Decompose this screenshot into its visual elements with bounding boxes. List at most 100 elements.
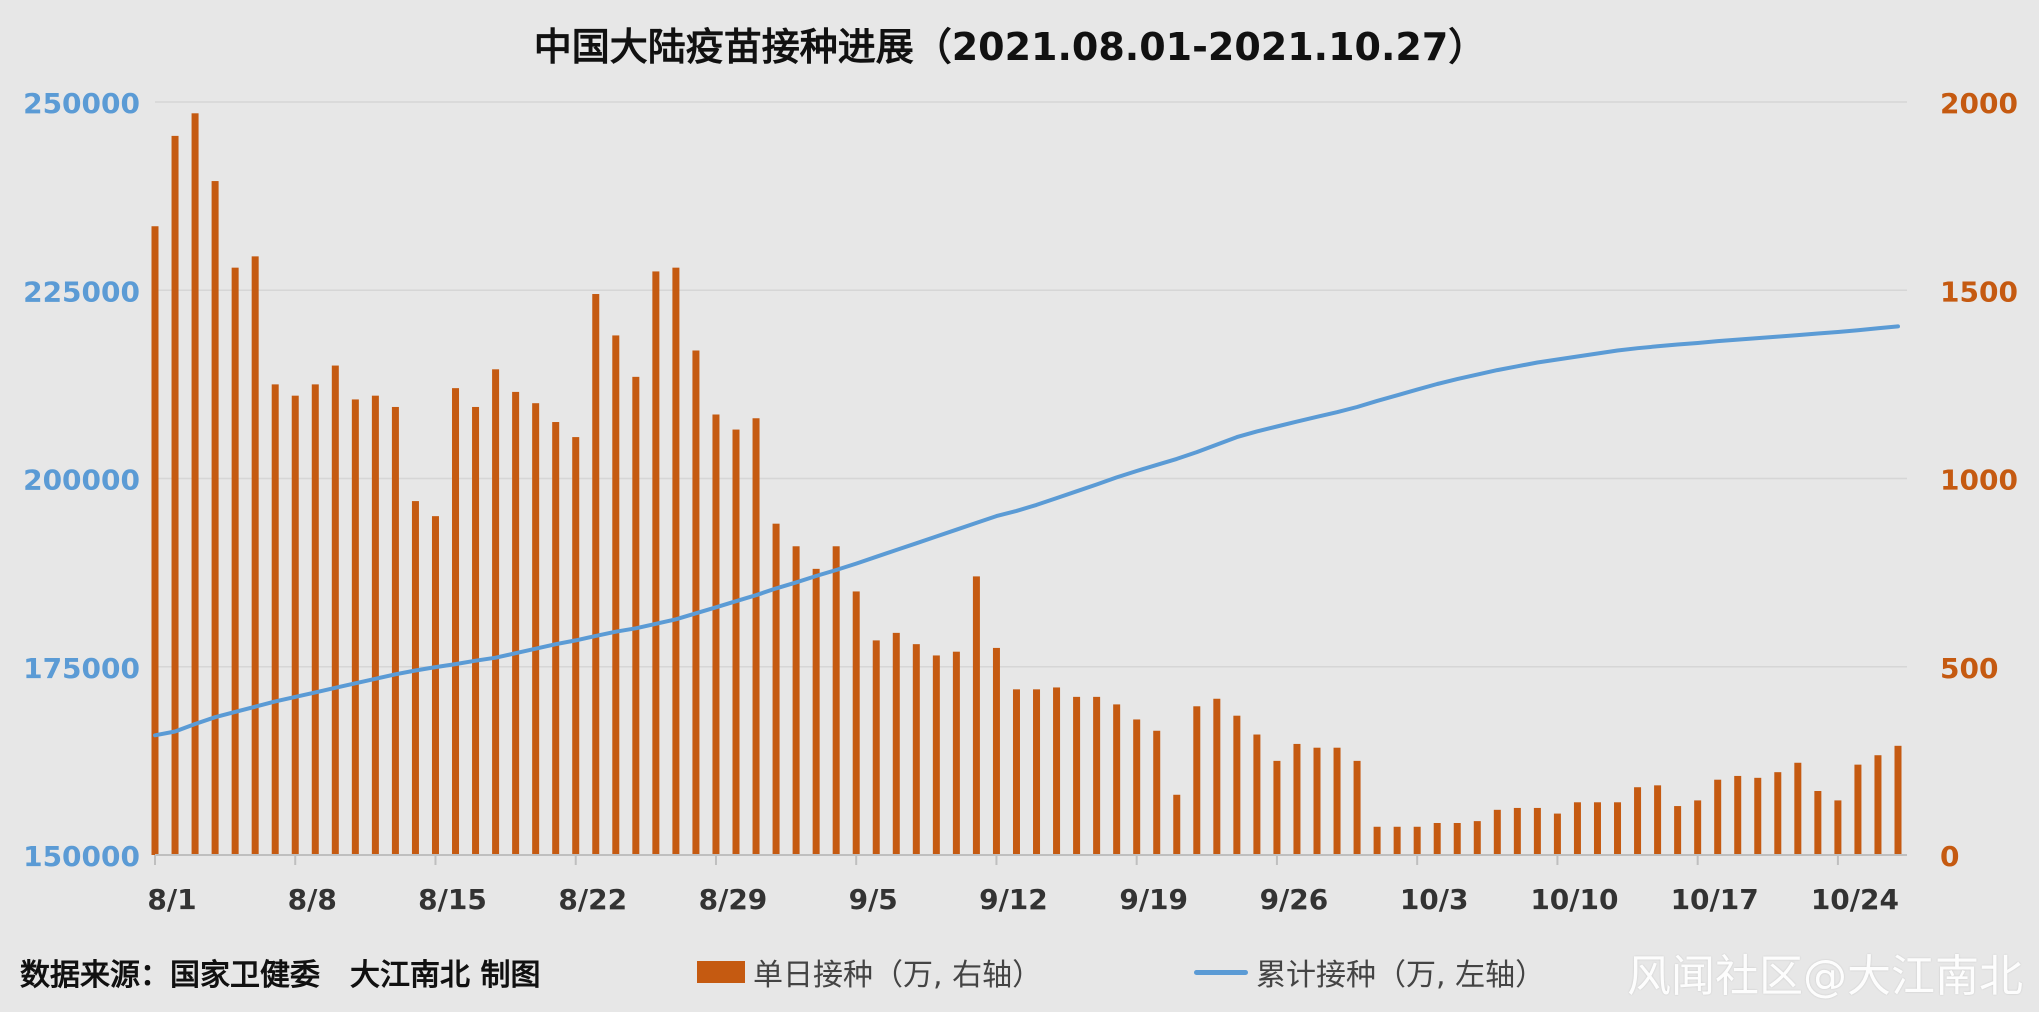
x-axis-tick-label: 10/17 — [1671, 883, 1759, 916]
x-axis-tick-label: 10/10 — [1530, 883, 1618, 916]
legend-bar-swatch — [697, 961, 745, 983]
daily-bars — [151, 113, 1902, 856]
right-axis-tick-label: 1000 — [1940, 464, 2018, 497]
daily-bar — [211, 181, 219, 855]
daily-bar — [912, 644, 920, 855]
daily-bar — [1033, 689, 1041, 855]
daily-bar — [151, 226, 159, 855]
daily-bar — [291, 395, 299, 855]
daily-bar — [1113, 704, 1121, 855]
daily-bar — [872, 640, 880, 855]
daily-bar — [1854, 764, 1862, 855]
left-axis-tick-label: 175000 — [23, 652, 140, 685]
cumulative-line — [153, 324, 1900, 738]
daily-bar — [672, 267, 680, 855]
daily-bar — [1453, 822, 1461, 855]
daily-bar — [852, 591, 860, 855]
x-axis-tick-label: 8/22 — [558, 883, 627, 916]
daily-bar — [972, 576, 980, 855]
daily-bar — [411, 501, 419, 855]
daily-bar — [171, 135, 179, 855]
daily-bar — [1273, 760, 1281, 855]
daily-bar — [1293, 743, 1301, 855]
daily-bar — [1413, 826, 1421, 855]
chart-title: 中国大陆疫苗接种进展（2021.08.01-2021.10.27） — [534, 25, 1487, 69]
daily-bar — [251, 256, 259, 855]
gridlines — [155, 101, 1907, 668]
daily-bar — [1433, 822, 1441, 855]
daily-bar — [1894, 745, 1902, 855]
right-axis-tick-label: 2000 — [1940, 87, 2018, 120]
daily-bar — [732, 429, 740, 855]
daily-bar — [1193, 706, 1201, 855]
x-axis-tick-label: 8/8 — [288, 883, 337, 916]
daily-bar — [1313, 747, 1321, 855]
daily-bar — [331, 365, 339, 855]
daily-bar — [632, 376, 640, 855]
daily-bar — [1754, 777, 1762, 855]
daily-bar — [812, 568, 820, 855]
daily-bar — [1634, 787, 1642, 855]
left-axis-tick-label: 225000 — [23, 275, 140, 308]
daily-bar — [1373, 826, 1381, 855]
daily-bar — [1814, 790, 1822, 855]
legend-label-daily: 单日接种（万, 右轴） — [753, 958, 1043, 993]
daily-bar — [472, 406, 480, 855]
x-axis-tick-label: 8/29 — [699, 883, 768, 916]
axes: 150000 175000 200000 225000 250000 0 500 1000 15… — [23, 87, 2018, 916]
x-axis-tick-label: 9/19 — [1119, 883, 1188, 916]
daily-bar — [772, 523, 780, 855]
daily-bar — [952, 651, 960, 855]
daily-bar — [1593, 802, 1601, 855]
x-axis-tick-label: 10/24 — [1811, 883, 1899, 916]
daily-bar — [1774, 772, 1782, 855]
cumulative-line-layer — [153, 324, 1900, 738]
daily-bar — [712, 414, 720, 855]
daily-bar — [1614, 802, 1622, 855]
daily-bar — [1153, 730, 1161, 855]
data-source-note: 数据来源：国家卫健委 大江南北 制图 — [20, 958, 541, 993]
daily-bar — [1674, 806, 1682, 855]
daily-bar — [892, 632, 900, 855]
daily-bar — [1513, 807, 1521, 855]
daily-bar — [191, 113, 199, 856]
legend-line-swatch — [1194, 969, 1248, 975]
right-axis-tick-label: 1500 — [1940, 275, 2018, 308]
daily-bar — [572, 437, 580, 855]
daily-bar — [612, 335, 620, 855]
daily-bar — [692, 350, 700, 855]
daily-bar — [792, 546, 800, 855]
daily-bar — [1834, 800, 1842, 855]
daily-bar — [1073, 696, 1081, 855]
daily-bar — [932, 655, 940, 855]
left-axis-tick-label: 250000 — [23, 87, 140, 120]
daily-bar — [512, 391, 520, 855]
x-axis-tick-label: 10/3 — [1400, 883, 1469, 916]
daily-bar — [1694, 800, 1702, 855]
daily-bar — [1473, 821, 1481, 855]
daily-bar — [1093, 696, 1101, 855]
daily-bar — [1333, 747, 1341, 855]
daily-bar — [1053, 687, 1061, 855]
daily-bar — [1734, 775, 1742, 855]
daily-bar — [552, 422, 560, 855]
daily-bar — [431, 516, 439, 855]
daily-bar — [1213, 698, 1221, 855]
daily-bar — [1794, 762, 1802, 855]
daily-bar — [492, 369, 500, 855]
daily-bar — [1012, 689, 1020, 855]
legend-item-daily: 单日接种（万, 右轴） — [697, 950, 1042, 994]
daily-bar — [1233, 715, 1241, 855]
daily-bar — [532, 403, 540, 855]
daily-bar — [1533, 807, 1541, 855]
x-axis-tick-label: 9/12 — [979, 883, 1048, 916]
watermark: 风闻社区@大江南北 — [1627, 951, 2023, 1002]
daily-bar — [992, 647, 1000, 855]
daily-bar — [752, 418, 760, 855]
daily-bar — [1654, 785, 1662, 855]
daily-bar — [231, 267, 239, 855]
daily-bar — [1874, 755, 1882, 855]
daily-bar — [271, 384, 279, 855]
daily-bar — [311, 384, 319, 855]
